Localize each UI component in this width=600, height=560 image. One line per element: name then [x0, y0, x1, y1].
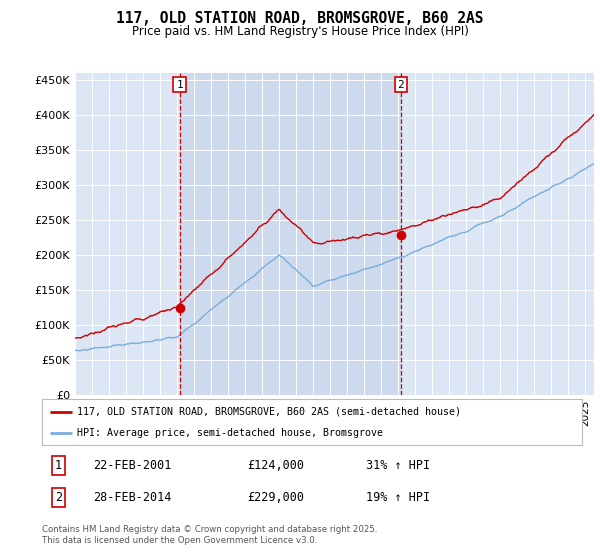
Text: Contains HM Land Registry data © Crown copyright and database right 2025.
This d: Contains HM Land Registry data © Crown c… [42, 525, 377, 545]
Text: 2: 2 [55, 491, 62, 505]
Text: 19% ↑ HPI: 19% ↑ HPI [366, 491, 430, 505]
Text: HPI: Average price, semi-detached house, Bromsgrove: HPI: Average price, semi-detached house,… [77, 428, 383, 438]
Text: 2: 2 [397, 80, 404, 90]
Text: 117, OLD STATION ROAD, BROMSGROVE, B60 2AS (semi-detached house): 117, OLD STATION ROAD, BROMSGROVE, B60 2… [77, 407, 461, 417]
Text: 1: 1 [176, 80, 183, 90]
Bar [179, 73, 401, 395]
Text: £124,000: £124,000 [247, 459, 304, 473]
Text: 31% ↑ HPI: 31% ↑ HPI [366, 459, 430, 473]
Text: £229,000: £229,000 [247, 491, 304, 505]
Text: 28-FEB-2014: 28-FEB-2014 [94, 491, 172, 505]
Text: Price paid vs. HM Land Registry's House Price Index (HPI): Price paid vs. HM Land Registry's House … [131, 25, 469, 38]
Text: 1: 1 [55, 459, 62, 473]
Text: 117, OLD STATION ROAD, BROMSGROVE, B60 2AS: 117, OLD STATION ROAD, BROMSGROVE, B60 2… [116, 11, 484, 26]
Text: 22-FEB-2001: 22-FEB-2001 [94, 459, 172, 473]
